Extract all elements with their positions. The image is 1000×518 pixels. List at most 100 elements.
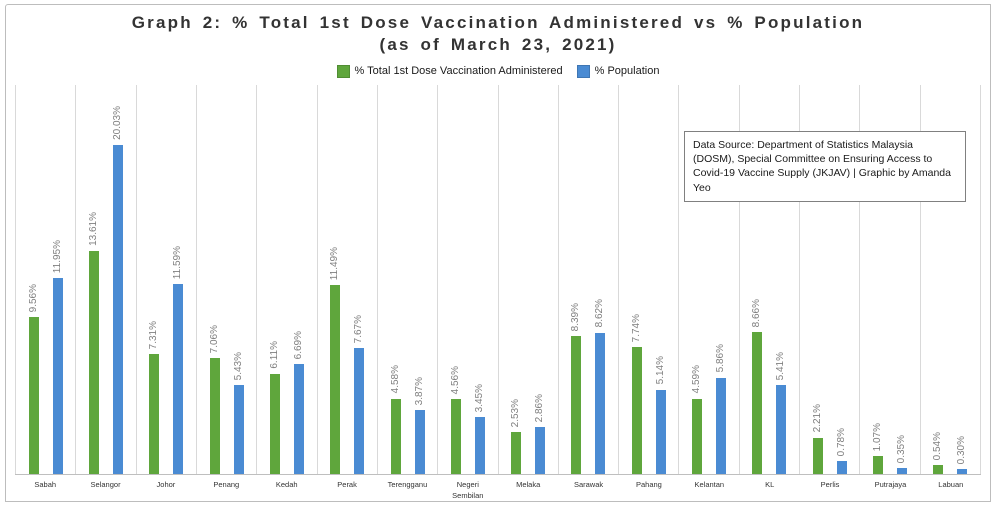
bar-value-label: 7.31% xyxy=(148,320,160,350)
bar-group: 6.11% xyxy=(268,85,280,474)
category-label: Johor xyxy=(156,480,176,489)
legend-item-population: % Population xyxy=(576,64,659,78)
bar-group: 11.49% xyxy=(329,85,341,474)
bar-group: 13.61% xyxy=(87,85,99,474)
category-label: KL xyxy=(765,480,775,489)
bar xyxy=(873,456,884,474)
bar-group: 0.54% xyxy=(932,85,944,474)
bar-value-label: 0.54% xyxy=(932,431,944,461)
bar-group: 7.31% xyxy=(148,85,160,474)
bar-group: 6.69% xyxy=(292,85,304,474)
bar-value-label: 1.07% xyxy=(872,423,884,452)
bar xyxy=(88,250,99,474)
bar-group: 5.43% xyxy=(233,85,244,474)
category-panel: 4.58% 3.87% xyxy=(376,85,437,474)
category-panel: 13.61% 20.03% xyxy=(75,85,135,474)
green-swatch-icon xyxy=(336,64,350,78)
bar xyxy=(511,432,522,474)
bar xyxy=(52,277,63,474)
bar-group: 11.95% xyxy=(51,85,63,474)
bar-group: 0.30% xyxy=(956,85,968,474)
bar xyxy=(957,469,968,474)
category-panel: 11.49% 7.67% xyxy=(316,85,377,474)
bar-value-label: 3.45% xyxy=(473,384,485,413)
category-label: Negeri Sembilan xyxy=(452,480,484,501)
bar xyxy=(571,336,582,474)
legend: % Total 1st Dose Vaccination Administere… xyxy=(6,63,990,79)
bar-value-label: 4.56% xyxy=(449,365,461,395)
bar-value-label: 2.53% xyxy=(510,399,522,428)
bar xyxy=(330,285,341,474)
bar-value-label: 11.95% xyxy=(51,239,63,273)
bar-value-label: 6.11% xyxy=(268,341,280,369)
category-label: Terengganu xyxy=(387,480,428,489)
category-panel: 7.31% 11.59% xyxy=(135,85,196,474)
category-panel: 2.53% 2.86% xyxy=(497,85,558,474)
bar-group: 2.21% xyxy=(811,85,823,474)
bar-group: 8.62% xyxy=(594,85,606,474)
bar-group: 2.53% xyxy=(510,85,522,474)
bar-group: 5.14% xyxy=(654,85,666,474)
bar xyxy=(535,427,546,474)
bar-value-label: 8.39% xyxy=(570,302,582,332)
bar-group: 4.56% xyxy=(449,85,461,474)
bar xyxy=(293,364,304,474)
category-label: Kedah xyxy=(275,480,298,489)
plot-area: 9.56% 11.95% 13.61% 20.03% 7.31% 11.59% 7.06% 5… xyxy=(15,85,981,475)
bar xyxy=(752,331,763,474)
category-panel: 6.11% 6.69% xyxy=(256,85,316,474)
bar-group: 3.45% xyxy=(473,85,485,474)
bar-value-label: 4.59% xyxy=(691,365,703,394)
category-label: Melaka xyxy=(516,480,541,489)
category-panel: 4.56% 3.45% xyxy=(437,85,497,474)
bar-value-label: 5.86% xyxy=(715,344,727,373)
bar-value-label: 0.35% xyxy=(896,434,908,464)
bar xyxy=(631,346,642,474)
bar-value-label: 8.62% xyxy=(594,299,606,328)
category-label: Pahang xyxy=(636,480,662,489)
category-panel: 8.39% 8.62% xyxy=(557,85,618,474)
bar xyxy=(474,417,485,474)
bar xyxy=(812,437,823,474)
bar-group: 5.41% xyxy=(775,85,787,474)
bar xyxy=(414,410,425,474)
category-label: Perak xyxy=(337,480,357,489)
bar-group: 4.58% xyxy=(389,85,401,474)
bar-value-label: 13.61% xyxy=(87,211,99,246)
bar-value-label: 0.78% xyxy=(835,427,847,457)
bar xyxy=(233,384,244,474)
bar-group: 8.66% xyxy=(751,85,763,474)
bar-value-label: 5.14% xyxy=(654,356,666,385)
bar-value-label: 7.67% xyxy=(353,314,365,344)
bar-group: 5.86% xyxy=(715,85,727,474)
bar xyxy=(692,398,703,474)
category-label: Sabah xyxy=(34,480,57,489)
bar-group: 1.07% xyxy=(872,85,884,474)
category-label: Putrajaya xyxy=(874,480,907,489)
bar-group: 7.67% xyxy=(353,85,365,474)
bar xyxy=(836,461,847,474)
category-panel: 0.54% 0.30% xyxy=(919,85,981,474)
bar-group: 2.86% xyxy=(534,85,546,474)
bar xyxy=(390,398,401,474)
category-panel: 2.21% 0.78% xyxy=(799,85,859,474)
bar-value-label: 0.30% xyxy=(956,435,968,465)
bar-value-label: 8.66% xyxy=(751,298,763,327)
bar xyxy=(897,468,908,474)
bar xyxy=(776,385,787,474)
bar-group: 7.06% xyxy=(208,85,220,474)
bar xyxy=(173,283,184,474)
bar xyxy=(269,373,280,474)
bar-value-label: 2.21% xyxy=(811,404,823,433)
category-panel: 7.06% 5.43% xyxy=(195,85,256,474)
bar-value-label: 4.58% xyxy=(389,365,401,394)
bar-value-label: 3.87% xyxy=(413,377,425,406)
bar-value-label: 6.69% xyxy=(292,330,304,360)
category-panel: 7.74% 5.14% xyxy=(618,85,678,474)
category-panel: 4.59% 5.86% xyxy=(678,85,738,474)
chart-card: Graph 2: % Total 1st Dose Vaccination Ad… xyxy=(5,4,991,502)
bar-value-label: 7.06% xyxy=(208,324,220,354)
bar-value-label: 11.49% xyxy=(329,247,341,281)
chart-title-block: Graph 2: % Total 1st Dose Vaccination Ad… xyxy=(6,5,990,56)
category-label: Sarawak xyxy=(573,480,604,489)
